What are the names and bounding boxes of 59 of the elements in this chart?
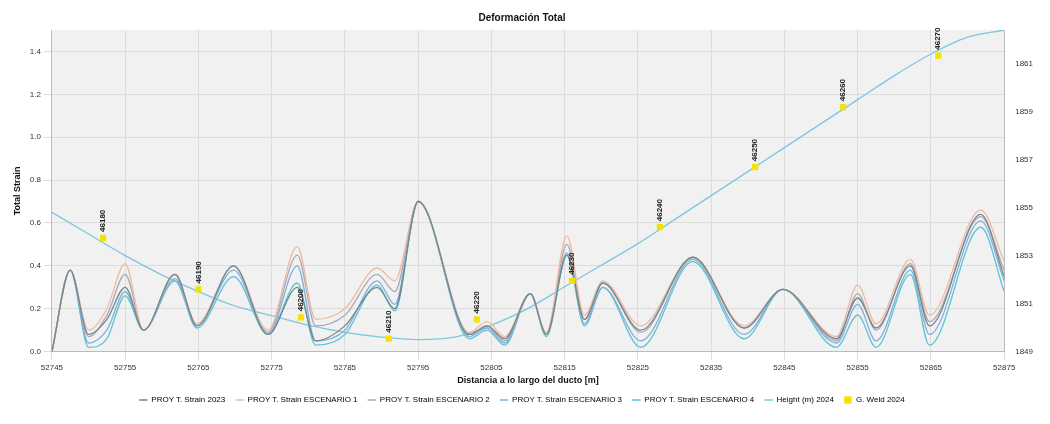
y2-tick-label: 1861	[1015, 58, 1034, 68]
y-tick-label: 0.6	[29, 218, 42, 228]
y-tick-label: 0.0	[29, 346, 42, 356]
point	[656, 224, 664, 231]
point	[839, 104, 847, 111]
point	[473, 316, 480, 323]
legend-label: PROY T. Strain ESCENARIO 4	[644, 395, 755, 405]
x-tick-label: 52775	[260, 362, 284, 372]
x-tick-label: 52845	[773, 362, 797, 372]
y2-tick-label: 1851	[1015, 298, 1034, 308]
y-tick-label: 1.4	[29, 46, 42, 56]
legend-label: PROY T. Strain ESCENARIO 2	[379, 395, 491, 405]
x-tick-label: 52745	[40, 362, 64, 372]
y2-tick-label: 1849	[1015, 346, 1034, 356]
annotation: 46260	[838, 78, 848, 102]
x-tick-label: 52875	[993, 362, 1016, 372]
annotation: 46210	[384, 309, 394, 333]
chart-title: Deformación Total	[478, 11, 566, 23]
annotation: 46270	[933, 26, 943, 50]
annotation: 46240	[655, 198, 665, 222]
x-tick-label: 52815	[553, 362, 577, 372]
y-axis-title: Total Strain	[11, 166, 22, 216]
x-tick-label: 52835	[700, 362, 723, 372]
x-axis-title: Distancia a lo largo del ducto [m]	[457, 375, 599, 386]
point	[297, 314, 305, 321]
x-tick-label: 52825	[626, 362, 650, 372]
point	[935, 52, 942, 59]
legend-label: G. Weld 2024	[855, 395, 906, 405]
y2-tick-label: 1853	[1015, 250, 1034, 260]
y-tick-label: 1.0	[29, 132, 42, 142]
point	[752, 164, 759, 171]
y-tick-label: 0.8	[29, 175, 42, 185]
y-tick-label: 0.4	[29, 261, 42, 271]
y-tick-label: 1.2	[29, 89, 42, 99]
y2-tick-label: 1857	[1015, 154, 1034, 164]
y-tick-label: 0.2	[29, 303, 42, 313]
x-tick-label: 52765	[187, 362, 211, 372]
x-tick-label: 52785	[333, 362, 357, 372]
y2-tick-label: 1859	[1015, 106, 1034, 116]
point	[568, 277, 576, 284]
point	[100, 234, 107, 242]
point	[385, 335, 393, 342]
legend-label: PROY T. Strain 2023	[151, 395, 226, 405]
annotation: 46200	[296, 288, 306, 312]
annotation: 46190	[193, 260, 203, 284]
x-tick-label: 52755	[114, 362, 137, 372]
y2-tick-label: 1855	[1015, 202, 1034, 212]
legend-label: Height (m) 2024	[776, 395, 835, 405]
legend-label: PROY T. Strain ESCENARIO 3	[512, 395, 623, 405]
annotation: 46180	[98, 209, 108, 232]
x-tick-label: 52795	[407, 362, 430, 372]
x-tick-label: 52805	[480, 362, 504, 372]
point	[195, 286, 202, 293]
annotation: 46230	[567, 252, 577, 275]
annotation: 46220	[471, 290, 481, 314]
x-tick-label: 52855	[846, 362, 870, 372]
x-tick-label: 52865	[919, 362, 943, 372]
annotation: 46250	[750, 138, 760, 162]
legend-label: PROY T. Strain ESCENARIO 1	[247, 395, 359, 405]
